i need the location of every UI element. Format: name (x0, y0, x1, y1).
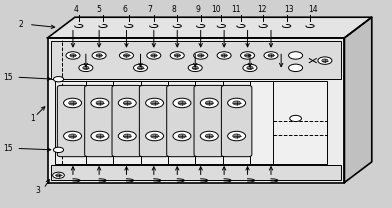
Text: 2: 2 (19, 20, 24, 29)
FancyBboxPatch shape (85, 85, 115, 157)
Circle shape (200, 98, 218, 108)
FancyBboxPatch shape (167, 85, 197, 157)
Text: 5: 5 (97, 5, 102, 14)
Circle shape (92, 52, 106, 59)
Circle shape (233, 134, 241, 138)
Circle shape (322, 59, 328, 62)
Polygon shape (47, 38, 345, 182)
Circle shape (70, 54, 76, 57)
Bar (55, 81, 327, 164)
Circle shape (290, 115, 301, 121)
Circle shape (264, 52, 278, 59)
Circle shape (233, 101, 241, 105)
Circle shape (289, 52, 303, 59)
Text: 13: 13 (284, 5, 294, 14)
Circle shape (118, 98, 136, 108)
Circle shape (178, 101, 186, 105)
Circle shape (69, 101, 76, 105)
Text: 7: 7 (147, 5, 152, 14)
Text: 12: 12 (257, 5, 267, 14)
Circle shape (318, 57, 332, 64)
FancyBboxPatch shape (140, 85, 170, 157)
Circle shape (217, 52, 231, 59)
Circle shape (53, 172, 64, 178)
Text: 15: 15 (4, 144, 13, 153)
Circle shape (243, 64, 257, 72)
Circle shape (91, 98, 109, 108)
Circle shape (228, 131, 246, 141)
Circle shape (221, 54, 227, 57)
FancyBboxPatch shape (194, 85, 225, 157)
Circle shape (247, 66, 253, 69)
Circle shape (145, 131, 163, 141)
Circle shape (173, 98, 191, 108)
Circle shape (205, 101, 213, 105)
Circle shape (145, 98, 163, 108)
Circle shape (205, 134, 213, 138)
Circle shape (123, 134, 131, 138)
Circle shape (69, 134, 76, 138)
Circle shape (83, 66, 89, 69)
Circle shape (123, 54, 130, 57)
Circle shape (170, 52, 184, 59)
Circle shape (200, 131, 218, 141)
Text: 11: 11 (231, 5, 241, 14)
Polygon shape (47, 17, 372, 38)
Text: 1: 1 (30, 114, 35, 123)
Circle shape (151, 134, 158, 138)
Circle shape (151, 101, 158, 105)
Text: 14: 14 (309, 5, 318, 14)
Text: 15: 15 (4, 73, 13, 82)
Circle shape (53, 77, 64, 82)
Circle shape (178, 134, 186, 138)
Circle shape (241, 52, 254, 59)
Circle shape (245, 54, 251, 57)
Circle shape (192, 66, 198, 69)
Text: 6: 6 (122, 5, 127, 14)
Circle shape (123, 101, 131, 105)
Circle shape (64, 131, 82, 141)
Bar (51, 165, 341, 181)
Circle shape (173, 131, 191, 141)
Text: 3: 3 (35, 186, 40, 195)
Circle shape (96, 134, 104, 138)
Circle shape (147, 52, 161, 59)
Polygon shape (345, 17, 372, 182)
Text: 9: 9 (195, 5, 200, 14)
Circle shape (198, 54, 204, 57)
Circle shape (151, 54, 157, 57)
Circle shape (96, 54, 102, 57)
Circle shape (188, 64, 202, 72)
Text: 4: 4 (73, 5, 78, 14)
Circle shape (138, 66, 143, 69)
Circle shape (120, 52, 134, 59)
Circle shape (134, 64, 147, 72)
FancyBboxPatch shape (112, 85, 142, 157)
Circle shape (79, 64, 93, 72)
FancyBboxPatch shape (57, 85, 88, 157)
Circle shape (289, 64, 303, 72)
Circle shape (91, 131, 109, 141)
Circle shape (56, 174, 61, 177)
Circle shape (118, 131, 136, 141)
Circle shape (96, 101, 104, 105)
Text: 10: 10 (212, 5, 221, 14)
Bar (51, 41, 341, 79)
Circle shape (66, 52, 80, 59)
Circle shape (268, 54, 274, 57)
Text: 8: 8 (172, 5, 176, 14)
Circle shape (64, 98, 82, 108)
Circle shape (194, 52, 208, 59)
FancyBboxPatch shape (221, 85, 252, 157)
Circle shape (53, 147, 64, 152)
Circle shape (228, 98, 246, 108)
Circle shape (174, 54, 180, 57)
